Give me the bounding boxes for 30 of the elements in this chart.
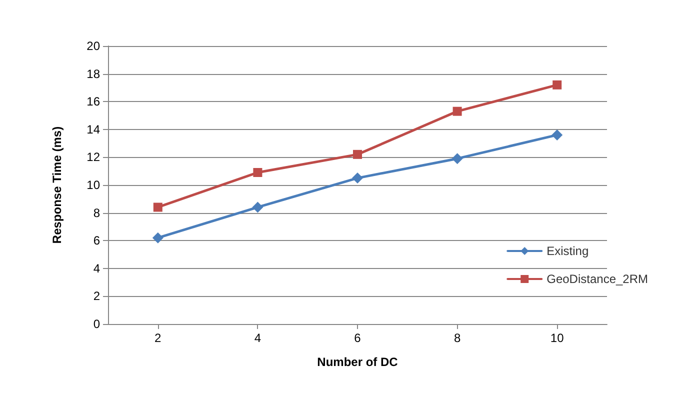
x-tick-label: 6 [354,331,362,345]
y-tick-label: 0 [93,317,100,331]
point [552,80,562,90]
point [152,232,164,244]
point [153,202,162,212]
legend-label: Existing [546,244,589,258]
x-tick-label: 10 [550,331,564,345]
x-tick-label: 8 [454,331,461,345]
y-tick-label: 14 [86,122,100,136]
legend-label: GeoDistance_2RM [546,272,648,286]
y-tick-label: 20 [86,39,100,53]
point [353,150,362,159]
point [252,202,264,213]
y-tick-label: 4 [93,261,100,276]
point [452,106,462,116]
x-tick-label: 2 [154,331,162,345]
y-tick-label: 16 [86,94,100,109]
y-tick-label: 10 [86,178,100,192]
y-tick-label: 6 [93,234,100,248]
x-axis-title: Number of DC [317,355,398,369]
y-tick-label: 8 [93,206,100,220]
point [452,153,463,164]
x-tick-label: 4 [254,331,262,345]
y-axis-title: Response Time (ms) [50,126,64,244]
point [352,172,363,184]
y-tick-label: 12 [86,150,100,164]
y-tick-label: 18 [86,66,100,81]
point [552,129,563,140]
y-tick-label: 2 [93,289,100,304]
point [253,168,262,177]
